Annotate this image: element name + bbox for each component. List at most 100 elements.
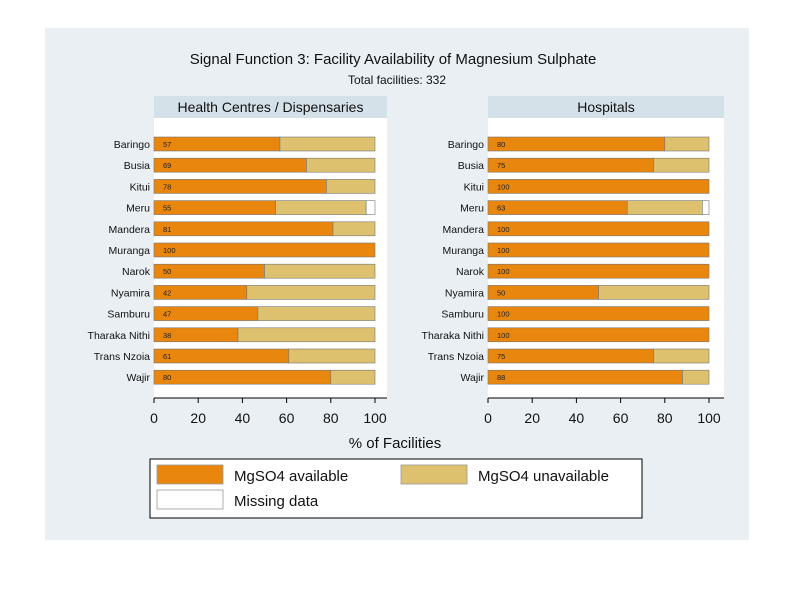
legend-label: MgSO4 unavailable <box>478 468 609 485</box>
bar-segment <box>257 306 376 321</box>
data-label: 100 <box>497 246 510 255</box>
category-label: Mandera <box>109 224 151 236</box>
category-label: Narok <box>456 266 485 278</box>
data-label: 100 <box>497 310 510 319</box>
category-label: Trans Nzoia <box>428 351 484 363</box>
bar-segment <box>487 369 683 385</box>
bar-segment <box>487 242 710 258</box>
category-label: Nyamira <box>445 287 484 299</box>
category-label: Kitui <box>464 181 484 193</box>
bar-segment <box>487 263 710 279</box>
data-label: 38 <box>163 331 171 340</box>
bar-segment <box>487 306 710 321</box>
data-label: 75 <box>497 161 505 170</box>
bar-segment <box>153 136 281 152</box>
legend-swatch <box>400 464 468 485</box>
bar-segment <box>653 157 710 173</box>
category-label: Mandera <box>443 224 485 236</box>
x-tick-label: 20 <box>190 410 206 426</box>
x-tick-label: 80 <box>323 410 339 426</box>
bar-segment <box>153 157 307 173</box>
data-label: 100 <box>163 246 176 255</box>
x-tick-label: 40 <box>235 410 251 426</box>
category-label: Trans Nzoia <box>94 351 150 363</box>
data-label: 57 <box>163 140 171 149</box>
data-label: 100 <box>497 267 510 276</box>
data-label: 69 <box>163 161 171 170</box>
data-label: 80 <box>497 140 505 149</box>
x-tick-label: 80 <box>657 410 673 426</box>
bar-segment <box>664 136 710 152</box>
category-label: Busia <box>458 160 484 172</box>
category-label: Muranga <box>443 245 485 257</box>
data-label: 88 <box>497 373 505 382</box>
bar-segment <box>153 242 376 258</box>
data-label: 81 <box>163 225 171 234</box>
panel-strip <box>154 96 387 118</box>
data-label: 42 <box>163 288 171 297</box>
x-tick-label: 40 <box>569 410 585 426</box>
bar-segment <box>153 200 276 215</box>
legend: MgSO4 available MgSO4 unavailable Missing … <box>149 458 643 519</box>
legend-swatch <box>156 489 224 510</box>
bar-segment <box>237 327 376 343</box>
category-label: Samburu <box>107 309 150 321</box>
panel-strip <box>488 96 724 118</box>
panel-title: Health Centres / Dispensaries <box>178 99 364 115</box>
bar-segment <box>153 369 332 385</box>
data-label: 63 <box>497 204 505 213</box>
bar-segment <box>330 369 376 385</box>
category-label: Meru <box>126 203 150 215</box>
bar-segment <box>153 348 290 364</box>
bar-segment <box>487 179 710 194</box>
x-tick-label: 100 <box>697 410 721 426</box>
legend-box <box>149 458 643 519</box>
x-tick-label: 60 <box>613 410 629 426</box>
bar-segment <box>487 327 710 343</box>
x-tick-label: 100 <box>363 410 387 426</box>
data-label: 75 <box>497 352 505 361</box>
bar-segment <box>487 136 666 152</box>
data-label: 78 <box>163 182 171 191</box>
bar-segment <box>653 348 710 364</box>
x-tick-label: 0 <box>484 410 492 426</box>
panel-1: Hospitals Baringo 80 Busia 75 Kitui 100 Meru 63 M… <box>422 96 724 426</box>
category-label: Tharaka Nithi <box>422 330 484 342</box>
x-tick-label: 20 <box>524 410 540 426</box>
bar-segment <box>153 221 334 237</box>
category-label: Muranga <box>109 245 151 257</box>
bar-segment <box>246 285 376 300</box>
bar-segment <box>288 348 376 364</box>
bar-segment <box>332 221 376 237</box>
data-label: 47 <box>163 310 171 319</box>
panels: Health Centres / Dispensaries Baringo 57 Bu… <box>88 96 724 426</box>
data-label: 100 <box>497 331 510 340</box>
bar-segment <box>306 157 376 173</box>
bar-segment <box>626 200 703 215</box>
category-label: Meru <box>460 203 484 215</box>
bar-segment <box>487 200 628 215</box>
bar-segment <box>487 348 655 364</box>
x-tick-label: 0 <box>150 410 158 426</box>
bar-segment <box>326 179 376 194</box>
category-label: Nyamira <box>111 287 150 299</box>
data-label: 100 <box>497 225 510 234</box>
bar-segment <box>279 136 376 152</box>
data-label: 50 <box>163 267 171 276</box>
bar-segment <box>487 221 710 237</box>
category-label: Baringo <box>114 139 150 151</box>
legend-label: Missing data <box>234 493 319 510</box>
bar-segment <box>264 263 376 279</box>
bar-segment <box>682 369 710 385</box>
category-label: Tharaka Nithi <box>88 330 150 342</box>
category-label: Busia <box>124 160 150 172</box>
legend-label: MgSO4 available <box>234 468 348 485</box>
chart-title: Signal Function 3: Facility Availability… <box>190 51 597 68</box>
bar-segment <box>702 200 710 215</box>
data-label: 55 <box>163 204 171 213</box>
bar-segment <box>275 200 367 215</box>
chart-subtitle: Total facilities: 332 <box>348 73 446 87</box>
category-label: Narok <box>122 266 151 278</box>
category-label: Wajir <box>126 372 150 384</box>
